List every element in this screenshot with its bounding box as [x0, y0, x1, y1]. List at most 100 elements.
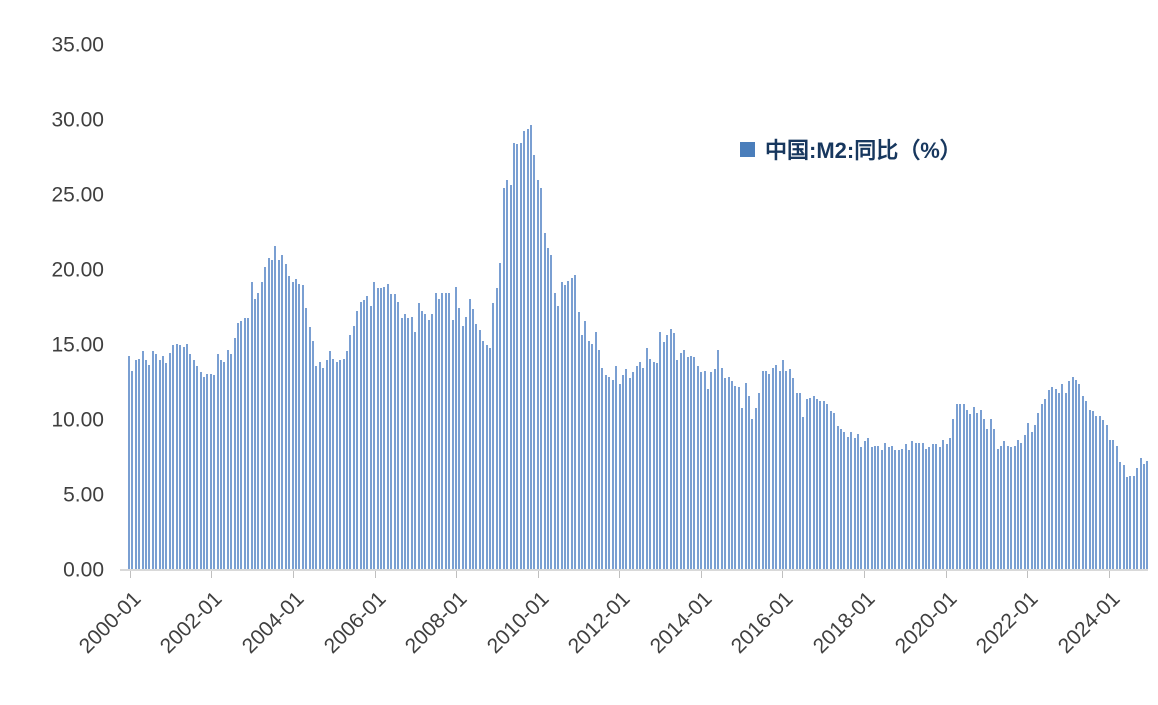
bar [363, 300, 366, 570]
bar [226, 349, 229, 570]
bar [209, 373, 212, 570]
bar [877, 445, 880, 570]
bar [621, 375, 624, 570]
bar [710, 372, 713, 570]
bar [962, 403, 965, 570]
bar [972, 406, 975, 570]
bar [693, 357, 696, 570]
bar [591, 343, 594, 570]
bar [346, 351, 349, 570]
bar [1037, 412, 1040, 570]
x-axis-tickmark [864, 571, 866, 578]
bar [686, 357, 689, 570]
bar [376, 288, 379, 570]
bar [390, 294, 393, 570]
bar [1006, 445, 1009, 570]
bar [495, 288, 498, 570]
x-axis-tickmark [292, 571, 294, 578]
bar [1095, 415, 1098, 570]
bar [179, 345, 182, 570]
bar [216, 354, 219, 570]
bar [959, 403, 962, 570]
x-axis-tickmark [700, 571, 702, 578]
bar [1061, 384, 1064, 570]
bar [397, 301, 400, 570]
bar [775, 364, 778, 570]
bar [690, 355, 693, 570]
bar [836, 426, 839, 570]
plot-area: 中国:M2:同比（%） [120, 45, 1149, 578]
bar [608, 376, 611, 570]
bar [1091, 411, 1094, 570]
bar [257, 292, 260, 570]
bar [369, 306, 372, 570]
bar [1098, 415, 1101, 570]
bar [206, 373, 209, 570]
bar [543, 232, 546, 570]
bar [1074, 379, 1077, 570]
bar [1129, 475, 1132, 570]
bar [134, 360, 137, 570]
bar [315, 366, 318, 570]
bar [526, 129, 529, 570]
bar [853, 438, 856, 570]
bar [655, 363, 658, 570]
bar [1122, 465, 1125, 570]
x-axis-baseline [120, 569, 1148, 571]
bar [768, 373, 771, 570]
bar [223, 361, 226, 570]
bar [298, 283, 301, 570]
bar [322, 367, 325, 570]
bar [785, 370, 788, 570]
bar [352, 325, 355, 570]
bar [403, 313, 406, 570]
bar [284, 264, 287, 570]
bar [128, 355, 131, 570]
bar [638, 361, 641, 570]
x-axis-tickmark [1108, 571, 1110, 578]
y-axis: 0.00 5.00 10.00 15.00 20.00 25.00 30.00 35.00 [0, 35, 104, 581]
bar [557, 306, 560, 570]
bar [1054, 388, 1057, 570]
bar [417, 303, 420, 570]
bar [407, 318, 410, 570]
bar [1112, 439, 1115, 570]
x-axis-tickmark [456, 571, 458, 578]
bar [1126, 477, 1129, 570]
bar [305, 307, 308, 570]
x-axis-tickmark [129, 571, 131, 578]
bar [1003, 441, 1006, 570]
bar [1057, 393, 1060, 570]
bar [567, 280, 570, 570]
bar [918, 442, 921, 570]
bar [1064, 393, 1067, 570]
bar [202, 376, 205, 570]
bar [884, 442, 887, 570]
bar [550, 255, 553, 570]
bar [175, 343, 178, 570]
bar [264, 267, 267, 570]
bar [1000, 445, 1003, 570]
bar [788, 369, 791, 570]
bar [155, 354, 158, 570]
bar [587, 340, 590, 570]
bar [754, 408, 757, 570]
bar [581, 334, 584, 570]
bar [863, 441, 866, 570]
bar [604, 375, 607, 570]
x-axis-tickmark [537, 571, 539, 578]
bar [802, 417, 805, 570]
bar [546, 247, 549, 570]
bar [897, 450, 900, 570]
bar [536, 180, 539, 570]
bar [458, 307, 461, 570]
bar [325, 360, 328, 570]
bar [792, 378, 795, 570]
bar [952, 418, 955, 570]
bar [560, 282, 563, 570]
bar [894, 450, 897, 570]
bar [914, 442, 917, 570]
bar [839, 429, 842, 570]
bar [741, 408, 744, 570]
